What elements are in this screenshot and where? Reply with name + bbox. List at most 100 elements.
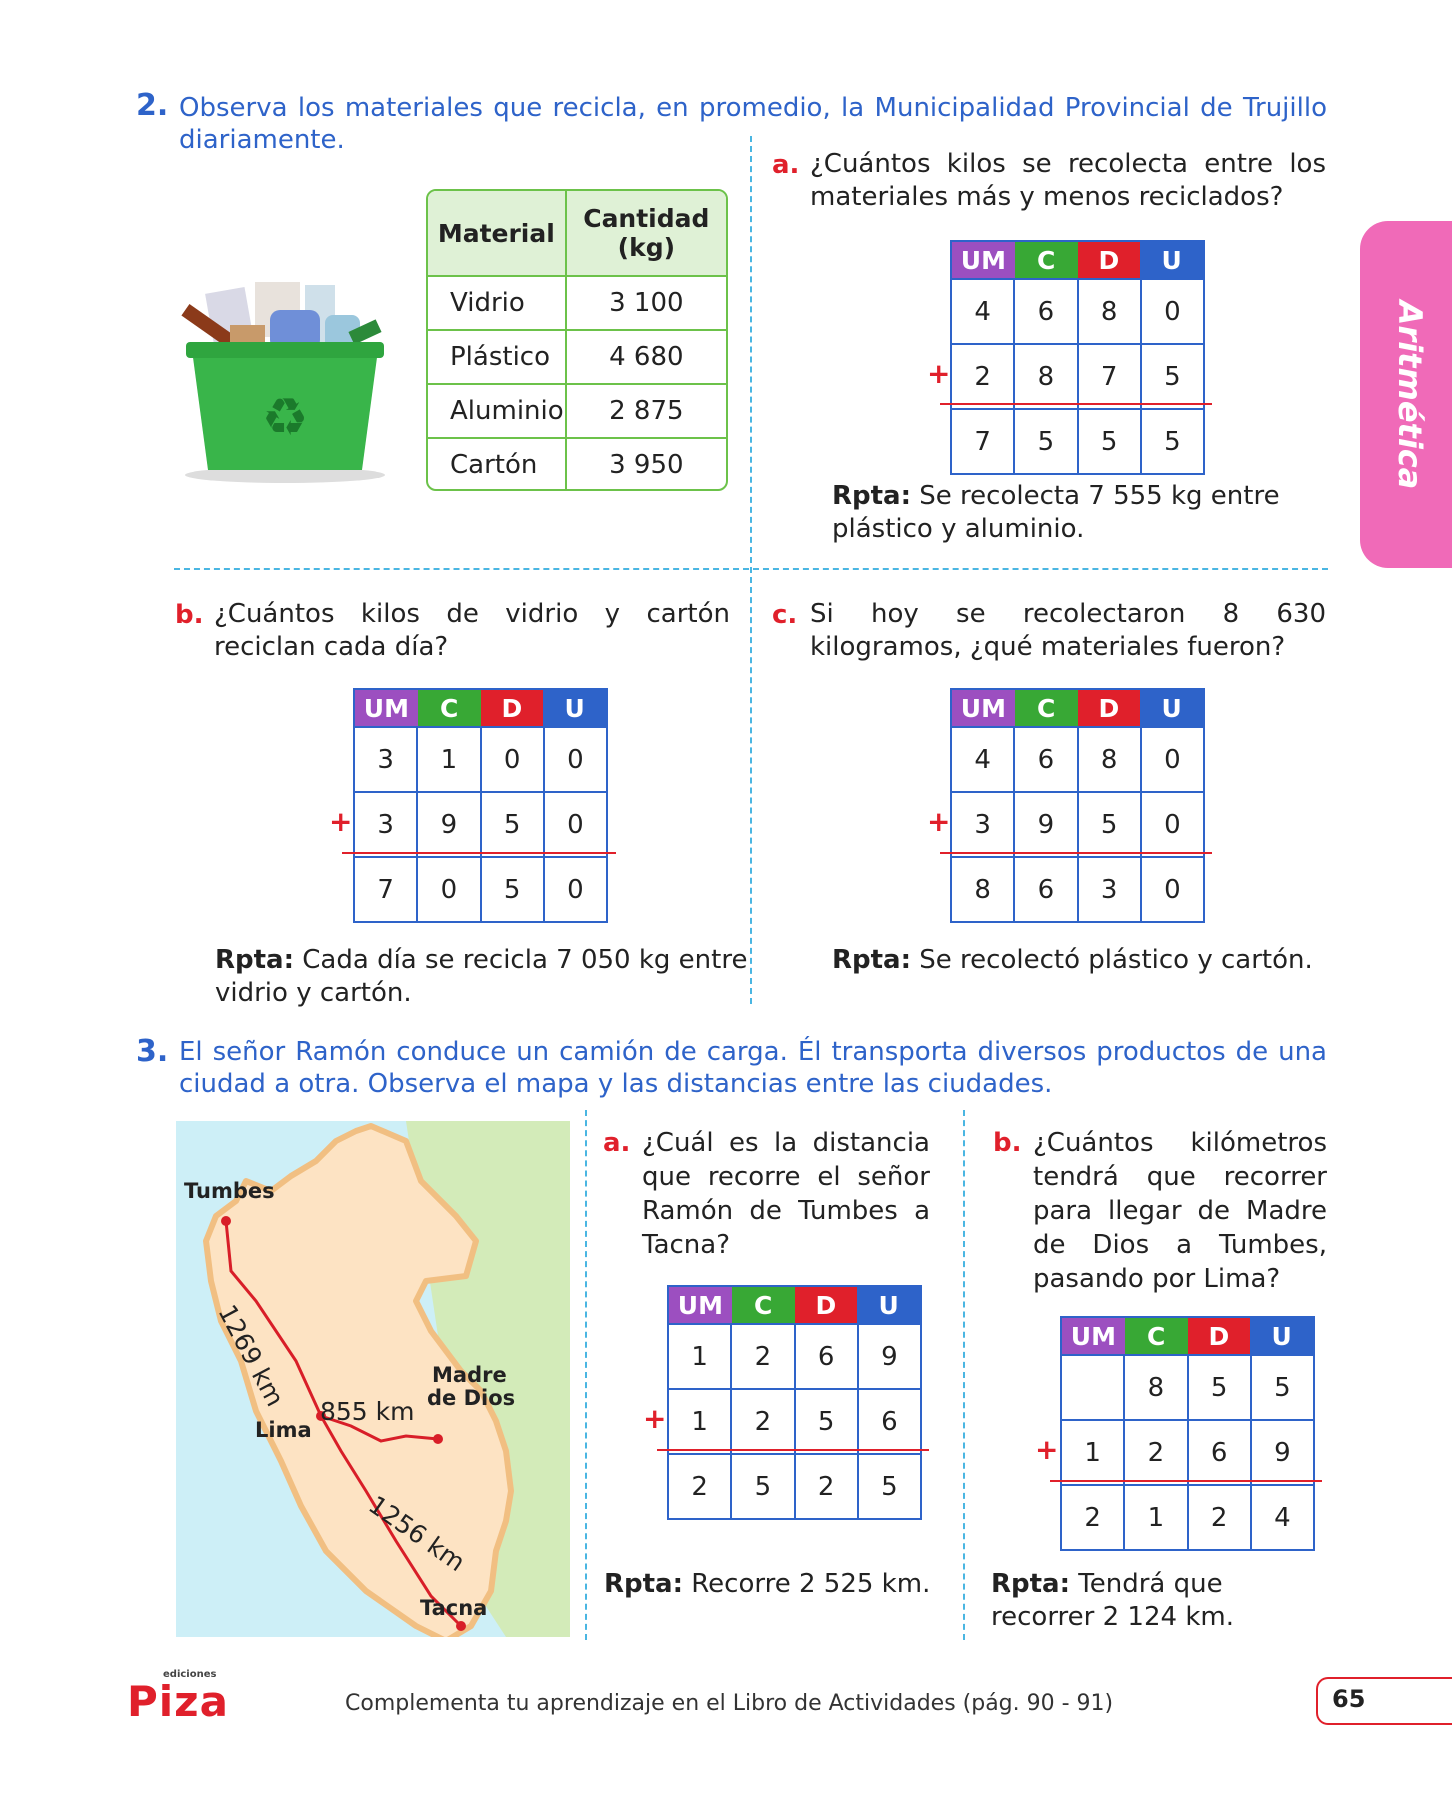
grid-header-cell: U [1140,690,1203,726]
grid-cell: 5 [856,1455,920,1518]
materials-table: Material Cantidad (kg) Vidrio 3 100 Plást… [426,189,728,491]
table-header-quantity: Cantidad (kg) [564,191,726,277]
plus-sign: + [927,805,951,838]
city-marker-madre-de-dios [433,1434,443,1444]
grid-cell: 0 [479,728,543,791]
grid-cell: 7 [974,426,991,457]
city-marker-lima [316,1411,326,1421]
grid-cell: 3 [1076,858,1140,921]
grid-cell: 2 [1084,1502,1101,1533]
grid-cell: 6 [856,1390,920,1453]
grid-cell: 5 [1139,410,1203,473]
grid-cell: 4 [1249,1486,1313,1549]
grid-cell: 1 [1123,1486,1186,1549]
peru-map [176,1121,570,1637]
sum-line [940,852,1212,854]
grid-header: UM C D U [952,690,1203,726]
grid-cell: 4 [974,744,991,775]
grid-cell [1062,1356,1123,1419]
question-3-number: 3. [136,1034,169,1069]
table-row: Vidrio 3 100 [428,275,726,331]
sum-line [342,852,616,854]
grid-cell: 6 [793,1325,857,1388]
grid-header-cell: U [857,1287,920,1323]
grid-cell: 8 [1076,280,1140,343]
horizontal-divider [174,568,1328,570]
grid-header-cell: C [1014,242,1078,278]
q2a-text: ¿Cuántos kilos se recolecta entre los ma… [810,149,1326,212]
table-row: Cartón 3 950 [428,437,726,489]
recycling-bin-illustration: ♻ [181,282,385,483]
grid-header-cell: C [1124,1318,1188,1354]
grid-cell: 5 [1139,345,1203,408]
grid-cell: 6 [1013,280,1076,343]
grid-header-cell: UM [952,242,1015,278]
publisher-logo: ediciones Piza [127,1669,229,1726]
footer-text: Complementa tu aprendizaje en el Libro d… [345,1691,1114,1716]
q3b-answer: Rpta: Tendrá que recorrer 2 124 km. [991,1569,1234,1632]
grid-cell: 9 [1013,793,1076,856]
grid-header-cell: UM [669,1287,732,1323]
grid-cell: 4 [974,296,991,327]
distance-label-lima-madre: 855 km [320,1397,415,1426]
place-value-grid-q2a: UM C D U 4 6 8 0 2 8 7 5 7 5 5 5 [950,240,1205,475]
table-cell: Plástico [428,329,567,385]
grid-header-cell: U [1250,1318,1313,1354]
grid-header-cell: U [1140,242,1203,278]
grid-cell: 1 [416,728,479,791]
grid-header-cell: C [1014,690,1078,726]
section-tab-label: Aritmética [1391,300,1429,489]
grid-cell: 9 [416,793,479,856]
city-marker-tumbes [221,1216,231,1226]
grid-header-cell: C [417,690,481,726]
grid-cell: 6 [1186,1421,1250,1484]
grid-cell: 0 [1139,280,1203,343]
q3a-answer: Rpta: Recorre 2 525 km. [604,1569,931,1599]
grid-header-cell: D [1077,242,1141,278]
page-number: 65 [1332,1685,1366,1713]
grid-cell: 5 [730,1455,793,1518]
plus-sign: + [643,1402,667,1435]
q3b-letter: b. [993,1128,1022,1158]
logo-text: Piza [127,1677,229,1726]
grid-header-cell: D [480,690,544,726]
recycle-icon: ♻ [262,388,309,448]
map-label-de-dios: de Dios [427,1386,516,1410]
table-cell: 4 680 [564,329,726,385]
grid-cell: 3 [377,744,394,775]
plus-sign: + [1035,1433,1059,1466]
place-value-grid-q2c: UM C D U 4 6 8 0 3 9 5 0 8 6 3 0 [950,688,1205,923]
map-label-lima: Lima [255,1418,312,1442]
grid-cell: 2 [730,1390,793,1453]
q2c-letter: c. [772,600,798,630]
grid-header-cell: D [794,1287,858,1323]
grid-cell: 7 [377,874,394,905]
grid-cell: 5 [1013,410,1076,473]
sum-line [657,1449,929,1451]
grid-header: UM C D U [669,1287,920,1323]
place-value-grid-q3b: UM C D U 8 5 5 1 2 6 9 2 1 2 4 [1060,1316,1315,1551]
grid-cell: 2 [1186,1486,1250,1549]
question-2-text: Observa los materiales que recicla, en p… [179,93,1327,155]
grid-cell: 9 [1249,1421,1313,1484]
q2a-answer: Rpta: Se recolecta 7 555 kg entre plásti… [832,481,1280,544]
grid-cell: 8 [1076,728,1140,791]
grid-cell: 6 [1013,728,1076,791]
q3b-text: ¿Cuántos kilómetros tendrá que recorrer … [1033,1128,1327,1294]
grid-header: UM C D U [952,242,1203,278]
table-cell: Cartón [428,437,567,489]
grid-cell: 3 [377,809,394,840]
grid-cell: 0 [1139,728,1203,791]
q3a-letter: a. [603,1128,631,1158]
map-label-tumbes: Tumbes [184,1179,275,1203]
grid-cell: 2 [730,1325,793,1388]
grid-header-cell: D [1077,690,1141,726]
